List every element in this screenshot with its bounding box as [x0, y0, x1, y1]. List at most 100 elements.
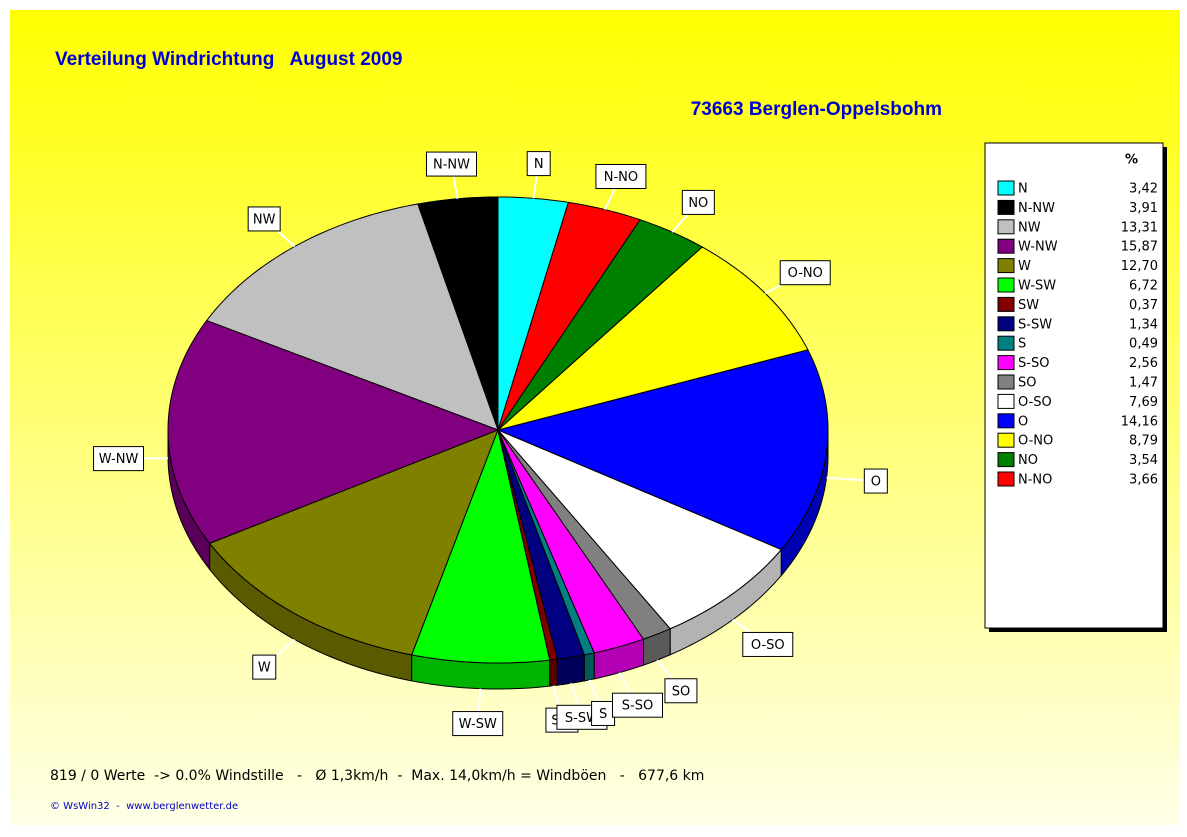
chart-title: Verteilung Windrichtung August 2009 — [55, 49, 403, 70]
chart-subtitle: 73663 Berglen-Oppelsbohm — [691, 99, 942, 120]
legend-swatch — [997, 335, 1015, 351]
pie-tops — [167, 196, 829, 664]
legend-label: O-SO — [1018, 395, 1052, 410]
slice-label: O-NO — [788, 266, 823, 281]
label-box — [247, 206, 281, 232]
legend-label: N-NW — [1018, 201, 1055, 216]
slice-wall — [583, 652, 595, 682]
legend: % N 3,42 N-NW 3,91 NW 13,31 W-NW 15,87 W 12,70 W-S… — [984, 142, 1167, 632]
legend-value: 1,47 — [1129, 376, 1158, 391]
label-box — [595, 163, 647, 189]
legend-swatch — [997, 393, 1015, 409]
legend-label: W-SW — [1018, 279, 1056, 294]
label-box — [611, 692, 663, 718]
slice-label: S-SO — [622, 699, 653, 714]
label-box — [681, 189, 715, 215]
slice-wall — [549, 658, 558, 687]
label-box — [252, 654, 277, 680]
legend-value: 14,16 — [1121, 414, 1158, 429]
legend-label: O-NO — [1018, 434, 1053, 449]
legend-swatch — [997, 413, 1015, 429]
pie-slice — [497, 219, 704, 431]
legend-header: % — [1125, 153, 1138, 168]
slice-label: O-SO — [751, 638, 785, 653]
slice-wall — [556, 654, 585, 686]
legend-label: S-SO — [1018, 356, 1049, 371]
legend-label: O — [1018, 414, 1028, 429]
legend-label: S-SW — [1018, 317, 1052, 332]
pie-slice — [496, 349, 829, 551]
legend-swatch — [997, 432, 1015, 448]
legend-shadow — [1163, 147, 1167, 632]
legend-swatch — [997, 316, 1015, 332]
legend-swatch — [997, 471, 1015, 487]
pie-slice — [208, 429, 499, 656]
slice-label: W-NW — [99, 452, 139, 467]
slice-labels: NN-NWNWW-NWWW-SWSWS-SWSS-SOSOO-SOOO-NONO… — [93, 151, 888, 737]
label-box — [664, 678, 698, 704]
pie-slice — [497, 429, 672, 640]
legend-swatch — [997, 180, 1015, 196]
legend-value: 3,91 — [1129, 201, 1158, 216]
legend-swatch — [997, 238, 1015, 254]
legend-swatch — [997, 374, 1015, 390]
legend-swatch — [997, 199, 1015, 215]
label-box — [863, 468, 888, 494]
slice-label: N — [534, 157, 544, 172]
slice-label: NW — [253, 212, 276, 227]
legend-swatch — [997, 277, 1015, 293]
slice-label: S — [599, 707, 607, 722]
legend-swatch — [997, 219, 1015, 235]
credit: © WsWin32 - www.berglenwetter.de — [50, 801, 238, 812]
pie-slice — [411, 428, 551, 664]
slice-label: N-NO — [604, 170, 638, 185]
legend-label: NW — [1018, 220, 1041, 235]
legend-value: 3,42 — [1129, 182, 1158, 197]
legend-swatch — [997, 452, 1015, 468]
legend-box — [984, 142, 1164, 629]
legend-value: 0,37 — [1129, 298, 1158, 313]
label-box — [93, 446, 145, 472]
label-box — [779, 260, 831, 286]
legend-label: SO — [1018, 376, 1036, 391]
legend-value: 8,79 — [1129, 434, 1158, 449]
pie-slice — [497, 429, 645, 654]
slice-label: SO — [672, 684, 690, 699]
footer: 819 / 0 Werte -> 0.0% Windstille - Ø 1,3… — [50, 768, 704, 784]
pie-slice — [497, 246, 809, 431]
legend-shadow — [989, 628, 1167, 632]
label-box — [426, 151, 478, 177]
legend-label: NO — [1018, 453, 1038, 468]
slice-label: S-SW — [565, 711, 599, 726]
legend-swatch — [997, 355, 1015, 371]
legend-value: 3,54 — [1129, 453, 1158, 468]
legend-swatch — [997, 296, 1015, 312]
legend-label: N — [1018, 182, 1028, 197]
legend-value: 7,69 — [1129, 395, 1158, 410]
pie-slice — [497, 429, 783, 630]
pie-walls — [167, 431, 829, 690]
slice-label: W-SW — [459, 717, 497, 732]
label-box — [452, 711, 504, 737]
slice-label: O — [871, 475, 881, 490]
pie-slice — [167, 319, 500, 545]
legend-value: 13,31 — [1121, 220, 1158, 235]
legend-label: SW — [1018, 298, 1039, 313]
legend-label: W — [1018, 259, 1031, 274]
legend-swatch — [997, 258, 1015, 274]
legend-value: 2,56 — [1129, 356, 1158, 371]
legend-value: 3,66 — [1129, 473, 1158, 488]
legend-label: N-NO — [1018, 473, 1052, 488]
label-box — [742, 631, 794, 657]
legend-label: S — [1018, 337, 1026, 352]
pie-slice — [417, 196, 499, 431]
legend-value: 0,49 — [1129, 337, 1158, 352]
legend-value: 6,72 — [1129, 279, 1158, 294]
legend-value: 12,70 — [1121, 259, 1158, 274]
slice-label: W — [258, 661, 271, 676]
slice-label: N-NW — [433, 158, 470, 173]
legend-label: W-NW — [1018, 240, 1058, 255]
label-box — [526, 151, 551, 177]
legend-value: 15,87 — [1121, 240, 1158, 255]
